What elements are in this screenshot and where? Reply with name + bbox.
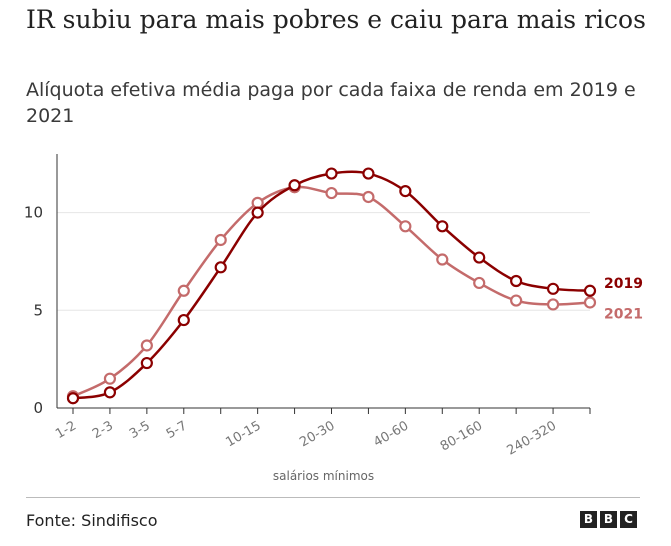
data-point-2019 (436, 220, 449, 233)
data-point-2021 (103, 372, 117, 385)
y-tick-label: 10 (24, 204, 43, 222)
chart-title: IR subiu para mais pobres e caiu para ma… (26, 5, 646, 34)
data-point-2019 (288, 179, 301, 192)
y-tick-label: 5 (33, 301, 43, 319)
data-point-2021 (510, 294, 523, 307)
data-point-2021 (546, 298, 560, 311)
data-point-2021 (325, 186, 338, 200)
footer-divider (26, 497, 640, 498)
data-point-2021 (473, 276, 486, 290)
data-point-2021 (436, 253, 449, 266)
data-point-2019 (473, 251, 486, 264)
data-point-2019 (583, 284, 597, 297)
data-point-2019 (251, 206, 264, 219)
x-tick-label: 10-15 (223, 418, 263, 450)
line-chart: 0 5 10 1-2 2-3 3-5 5-7 10-15 20-30 40-60 80-160 240… (24, 154, 643, 483)
data-point-2019 (214, 261, 227, 274)
x-tick-label: 80-160 (438, 418, 485, 454)
data-point-2021 (399, 220, 412, 233)
x-tick-label: 5-7 (164, 418, 190, 442)
data-point-2019 (177, 313, 190, 327)
logo-letter: B (600, 511, 617, 528)
data-point-2021 (140, 339, 153, 352)
data-point-2021 (583, 296, 597, 309)
source-note: Fonte: Sindifisco (26, 511, 158, 530)
x-tick-label: 1-2 (53, 418, 79, 442)
data-point-2021 (362, 190, 375, 204)
y-tick-label: 0 (33, 399, 43, 417)
series-label-2021: 2021 (604, 306, 643, 322)
data-point-2019 (546, 282, 560, 295)
data-point-2021 (251, 196, 264, 209)
data-point-2021 (214, 233, 227, 247)
x-tick-label: 240-320 (505, 418, 560, 458)
axis-layer: 0 5 10 1-2 2-3 3-5 5-7 10-15 20-30 40-60 80-160 240… (24, 154, 591, 483)
x-tick-label: 2-3 (90, 418, 116, 442)
series-label-2019: 2019 (604, 276, 643, 292)
series-layer (66, 167, 597, 405)
grid-layer (57, 212, 590, 311)
logo-letter: B (580, 511, 597, 528)
data-point-2019 (325, 167, 338, 180)
data-point-2021 (177, 284, 190, 297)
data-point-2019 (362, 167, 375, 180)
x-tick-label: 20-30 (297, 418, 337, 450)
x-tick-label: 40-60 (371, 418, 411, 450)
x-axis-title: salários mínimos (273, 469, 374, 483)
data-point-2019 (510, 274, 523, 288)
label-layer: 2021 2019 (604, 276, 643, 323)
data-point-2019 (399, 185, 412, 198)
bbc-logo: B B C (580, 511, 637, 528)
data-point-2019 (140, 356, 153, 370)
data-point-2019 (103, 386, 117, 399)
logo-letter: C (620, 511, 637, 528)
data-point-2019 (66, 392, 80, 405)
x-tick-label: 3-5 (127, 418, 153, 442)
chart-subtitle: Alíquota efetiva média paga por cada fai… (26, 79, 636, 127)
